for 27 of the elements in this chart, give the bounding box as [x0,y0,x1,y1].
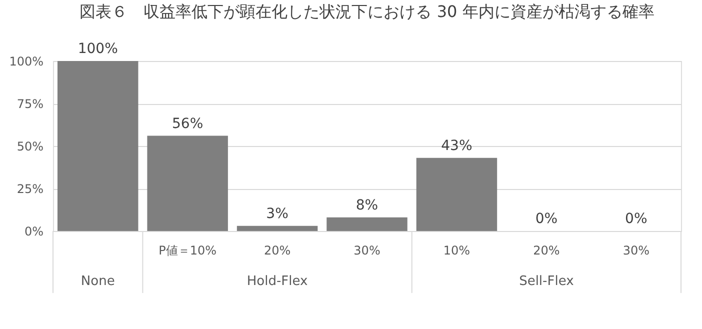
y-tick-label: 50% [16,140,44,154]
y-tick-label: 0% [24,224,44,238]
bar [236,226,318,231]
data-label: 3% [266,206,288,222]
y-tick-label: 100% [9,54,44,68]
x-tick-label: 20% [533,244,560,258]
chart-title: 図表６ 収益率低下が顕在化した状況下における 30 年内に資産が枯渇する確率 [80,2,654,21]
data-label: 56% [172,116,204,132]
bar [326,217,408,231]
text: Sell-Flex [519,274,574,289]
bar [57,61,138,231]
x-tick-label: 10% [443,244,470,258]
data-label: 100% [78,41,118,57]
bar [147,136,228,231]
text: None [80,274,115,289]
bar [416,158,498,231]
y-tick-label: 25% [16,182,44,196]
x-tick-label: 20% [264,244,291,258]
x-tick-label: 30% [354,244,380,258]
data-label: 0% [535,211,558,227]
data-label: 43% [441,138,472,154]
y-tick-label: 75% [16,97,44,111]
x-tick-label: P値＝10% [158,244,217,258]
x-tick-label: 30% [622,244,650,258]
data-label: 0% [625,211,648,227]
text: Hold-Flex [246,274,308,289]
data-label: 8% [356,197,378,214]
